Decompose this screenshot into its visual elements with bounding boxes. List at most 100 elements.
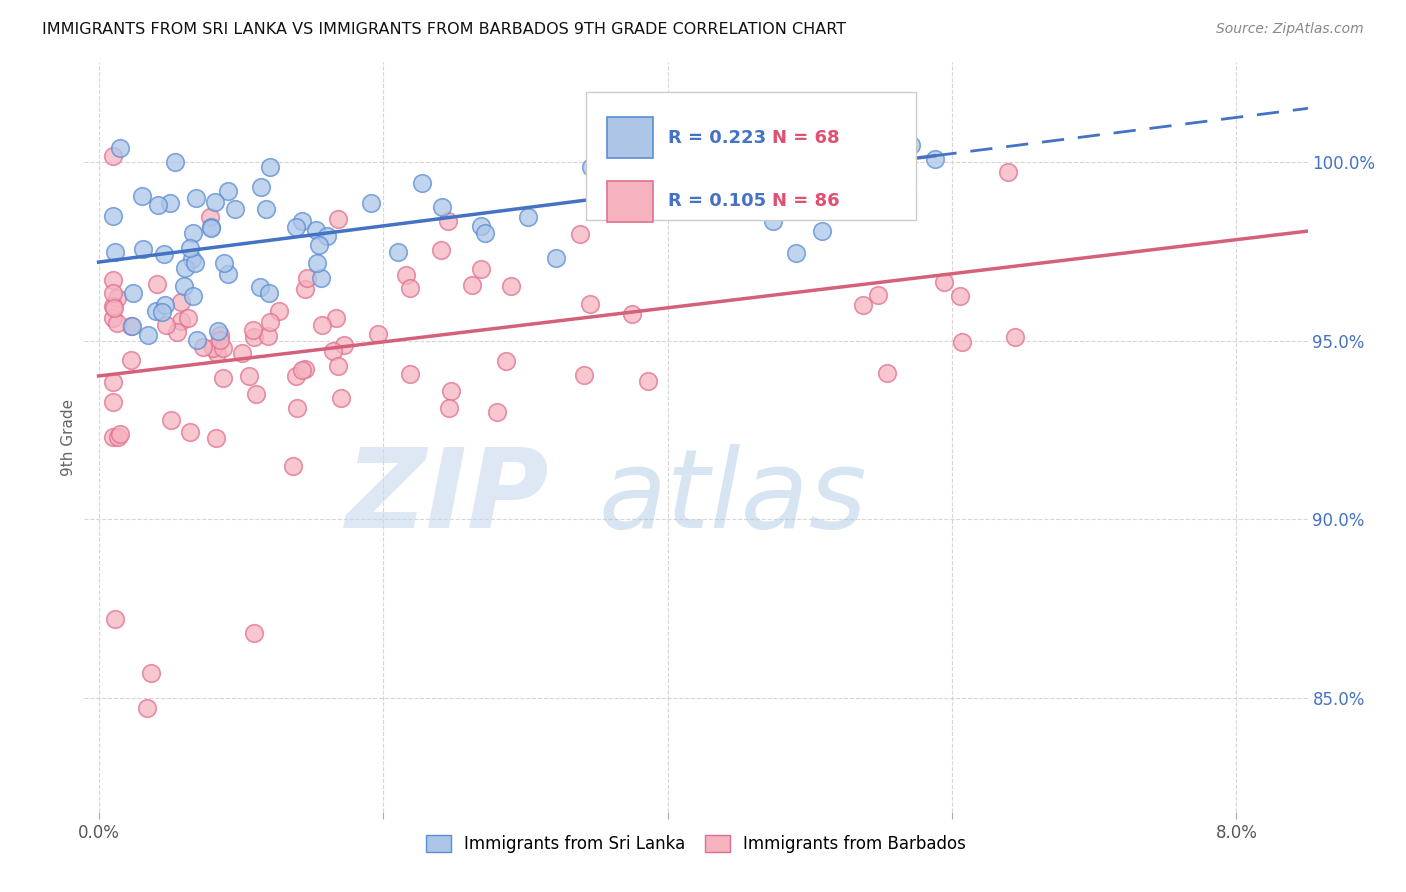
Point [191, 340, 214, 354]
Point [249, 279, 271, 293]
Point [152, 305, 174, 319]
Point [868, 288, 890, 302]
Point [311, 318, 333, 332]
Point [155, 318, 177, 332]
Point [101, 149, 124, 163]
Point [689, 161, 711, 175]
Point [146, 198, 169, 212]
Point [461, 277, 484, 292]
Point [844, 137, 866, 152]
Point [139, 665, 162, 680]
Point [285, 401, 308, 415]
Point [108, 426, 131, 441]
Point [291, 213, 314, 227]
Point [245, 387, 267, 401]
Point [470, 262, 492, 277]
Point [165, 155, 187, 169]
Point [184, 256, 207, 270]
Point [132, 242, 155, 256]
Point [470, 219, 492, 233]
Point [485, 405, 508, 419]
Point [579, 297, 602, 311]
Point [900, 137, 922, 152]
Point [745, 137, 768, 152]
Point [328, 212, 350, 227]
Point [257, 329, 280, 343]
Point [243, 626, 266, 640]
Point [607, 205, 630, 219]
Point [224, 202, 246, 216]
Point [136, 328, 159, 343]
Point [205, 346, 228, 360]
Point [501, 279, 523, 293]
Point [785, 245, 807, 260]
Text: IMMIGRANTS FROM SRI LANKA VS IMMIGRANTS FROM BARBADOS 9TH GRADE CORRELATION CHAR: IMMIGRANTS FROM SRI LANKA VS IMMIGRANTS … [42, 22, 846, 37]
Point [249, 179, 271, 194]
Point [101, 430, 124, 444]
Point [411, 176, 433, 190]
Text: N = 68: N = 68 [772, 128, 839, 147]
Point [259, 161, 281, 175]
Point [179, 241, 201, 255]
Y-axis label: 9th Grade: 9th Grade [60, 399, 76, 475]
Point [103, 301, 125, 316]
Point [184, 191, 207, 205]
Point [177, 310, 200, 325]
Point [811, 224, 834, 238]
Point [579, 160, 602, 174]
Point [200, 221, 222, 235]
Point [254, 202, 277, 216]
Point [360, 196, 382, 211]
Point [166, 325, 188, 339]
Point [212, 370, 235, 384]
Point [664, 199, 686, 213]
Point [145, 304, 167, 318]
Point [620, 307, 643, 321]
Point [896, 178, 918, 192]
Legend: Immigrants from Sri Lanka, Immigrants from Barbados: Immigrants from Sri Lanka, Immigrants fr… [419, 828, 973, 860]
Point [294, 282, 316, 296]
Point [217, 267, 239, 281]
Point [950, 334, 973, 349]
Point [281, 458, 304, 473]
Point [398, 367, 420, 381]
Point [294, 362, 316, 376]
Point [326, 359, 349, 373]
Point [436, 213, 458, 227]
Point [440, 384, 463, 398]
Point [201, 342, 224, 356]
Text: R = 0.223: R = 0.223 [668, 128, 766, 147]
Point [120, 318, 142, 333]
Point [1004, 329, 1026, 343]
Point [889, 137, 911, 152]
Point [325, 311, 347, 326]
Text: atlas: atlas [598, 443, 866, 550]
Point [212, 256, 235, 270]
Point [153, 298, 176, 312]
Point [430, 200, 453, 214]
Point [104, 612, 127, 626]
Point [152, 247, 174, 261]
Point [495, 353, 517, 368]
Point [173, 279, 195, 293]
Point [146, 277, 169, 292]
Point [169, 295, 191, 310]
Point [762, 213, 785, 227]
Point [717, 137, 740, 152]
Point [183, 226, 205, 240]
Point [108, 141, 131, 155]
Point [932, 275, 955, 289]
Point [780, 171, 803, 186]
Text: ZIP: ZIP [346, 443, 550, 550]
Point [122, 286, 145, 301]
Point [332, 338, 354, 352]
Point [174, 260, 197, 275]
Point [307, 256, 329, 270]
Point [474, 226, 496, 240]
Point [730, 137, 752, 152]
Text: Source: ZipAtlas.com: Source: ZipAtlas.com [1216, 22, 1364, 37]
Point [311, 271, 333, 285]
Point [101, 311, 124, 326]
Point [544, 251, 567, 265]
Point [160, 413, 183, 427]
